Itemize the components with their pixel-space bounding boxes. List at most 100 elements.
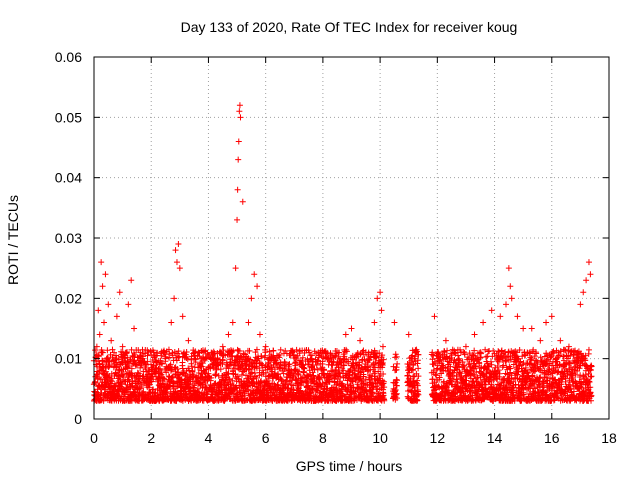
data-point: [236, 347, 243, 354]
data-point: [253, 374, 260, 381]
data-point: [113, 313, 120, 320]
data-point: [265, 362, 272, 369]
data-point: [109, 354, 116, 361]
data-point: [481, 395, 488, 402]
x-axis-label: GPS time / hours: [296, 458, 403, 474]
data-point: [557, 337, 564, 344]
data-point: [240, 368, 247, 375]
data-point: [333, 391, 340, 398]
data-point: [235, 375, 242, 382]
data-point: [507, 380, 514, 387]
data-point: [392, 354, 399, 361]
data-point: [227, 361, 234, 368]
data-point: [471, 347, 478, 354]
data-point: [262, 352, 269, 359]
data-point: [176, 371, 183, 378]
data-point: [183, 349, 190, 356]
data-point: [254, 356, 261, 363]
data-point: [105, 301, 112, 308]
data-point: [183, 391, 190, 398]
data-point: [433, 372, 440, 379]
data-point: [503, 301, 509, 308]
data-point: [234, 216, 241, 223]
data-point: [363, 364, 370, 371]
data-point: [457, 349, 464, 356]
data-point: [578, 384, 585, 391]
data-point: [409, 355, 416, 362]
data-point: [108, 375, 115, 382]
data-point: [394, 377, 401, 384]
data-point: [415, 365, 422, 372]
data-point: [495, 367, 502, 374]
data-point: [473, 369, 480, 376]
data-point: [494, 363, 501, 370]
data-point: [415, 351, 422, 358]
data-point: [137, 364, 144, 371]
data-point: [517, 358, 524, 365]
data-point: [220, 347, 227, 354]
data-point: [334, 361, 341, 368]
data-point: [248, 369, 255, 376]
data-point: [394, 360, 401, 367]
data-point: [571, 367, 578, 374]
data-point: [394, 395, 401, 402]
data-point: [125, 301, 132, 308]
data-point: [462, 343, 469, 350]
data-point: [390, 363, 397, 370]
data-point: [172, 247, 179, 254]
data-point: [262, 343, 269, 350]
x-tick-label: 2: [147, 430, 155, 446]
data-point: [240, 377, 247, 384]
data-point: [300, 369, 307, 376]
data-point: [560, 357, 567, 364]
data-point: [188, 363, 195, 370]
data-point: [441, 348, 448, 355]
x-tick-label: 10: [372, 430, 388, 446]
y-tick-label: 0.06: [55, 49, 82, 65]
data-point: [340, 367, 347, 374]
data-point: [583, 277, 590, 284]
data-point: [280, 370, 287, 377]
data-point: [566, 360, 573, 367]
data-point: [246, 366, 253, 373]
data-point: [558, 381, 565, 388]
data-point: [288, 377, 295, 384]
data-point: [577, 301, 584, 308]
x-tick-label: 0: [90, 430, 98, 446]
y-tick-label: 0.05: [55, 109, 82, 125]
data-point: [577, 350, 584, 357]
data-point: [381, 384, 388, 391]
data-point: [518, 365, 525, 372]
data-point: [335, 349, 342, 356]
data-point: [204, 350, 211, 357]
data-point: [240, 350, 247, 357]
data-point: [562, 375, 569, 382]
data-point: [460, 348, 467, 355]
data-point: [166, 354, 173, 361]
data-point: [379, 343, 386, 350]
data-point: [541, 367, 548, 374]
y-tick-label: 0.02: [55, 290, 82, 306]
data-point: [131, 325, 138, 332]
grid-lines: [94, 57, 609, 419]
data-point: [95, 307, 102, 314]
data-point: [570, 388, 577, 395]
data-point: [490, 347, 497, 354]
data-point: [414, 397, 421, 404]
data-point: [537, 337, 544, 344]
data-point: [466, 350, 473, 357]
y-axis-label: ROTI / TECUs: [5, 195, 21, 285]
data-point: [161, 376, 168, 383]
data-point: [405, 331, 412, 338]
data-point: [229, 319, 236, 326]
data-point: [485, 348, 492, 355]
data-point: [528, 325, 535, 332]
data-point: [480, 372, 487, 379]
data-point: [456, 369, 463, 376]
data-point: [509, 385, 516, 392]
data-point: [253, 346, 260, 353]
data-point: [435, 383, 442, 390]
data-point: [244, 383, 251, 390]
data-point: [116, 289, 123, 296]
data-point: [588, 392, 595, 399]
